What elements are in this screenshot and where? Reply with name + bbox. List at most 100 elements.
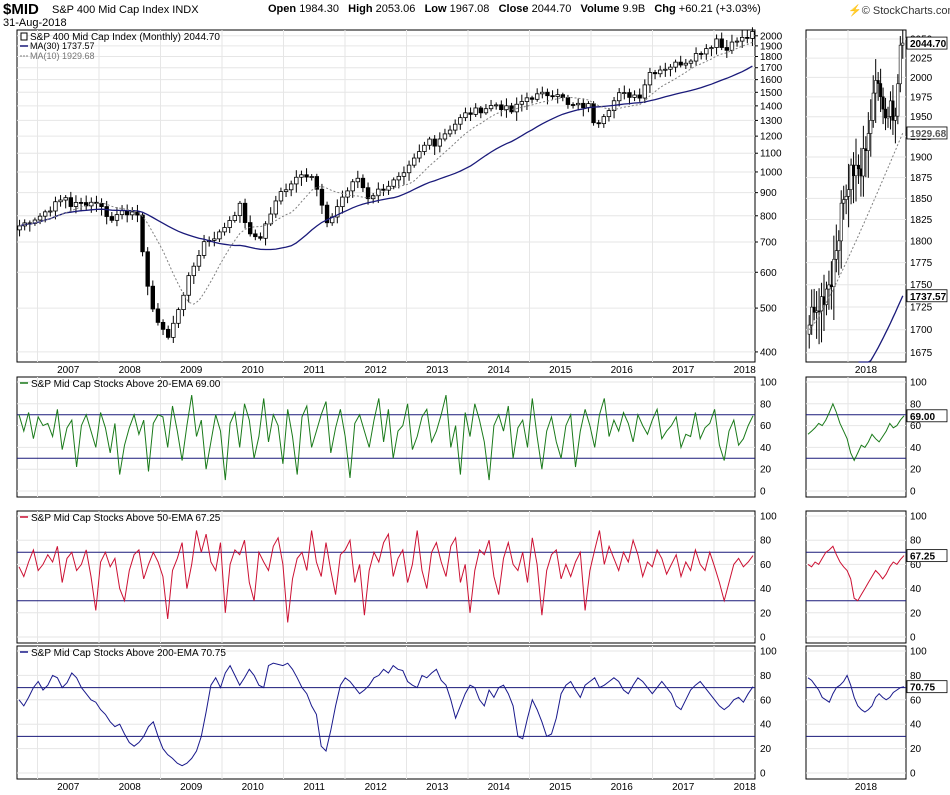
candle-up bbox=[606, 110, 612, 118]
panel-frame-recent-1 bbox=[805, 376, 907, 498]
recent-x-tick-label-top: 2018 bbox=[855, 365, 878, 376]
candle-up bbox=[263, 223, 268, 239]
price-tick-label: 600 bbox=[760, 268, 777, 279]
volume-value: 9.9B bbox=[622, 3, 646, 15]
ema20-recent-tick-label: 40 bbox=[910, 443, 922, 454]
candle-up bbox=[288, 183, 294, 191]
price-tick-label: 1700 bbox=[760, 63, 783, 74]
ema200-series-line bbox=[18, 662, 754, 767]
candle-up bbox=[663, 68, 668, 71]
candle-up bbox=[458, 117, 463, 125]
candle-up bbox=[176, 309, 181, 324]
candle-down bbox=[529, 97, 535, 100]
candle-up bbox=[181, 294, 186, 311]
recent-candle-up bbox=[854, 164, 858, 177]
x-tick-label-bottom: 2012 bbox=[365, 782, 388, 793]
ohlc-readout: Open 1984.30 High 2053.06 Low 1967.08 Cl… bbox=[268, 3, 761, 15]
candle-up bbox=[437, 138, 443, 147]
ema200-recent-series-line bbox=[807, 674, 905, 713]
ema50-recent-tick-label: 40 bbox=[910, 584, 922, 595]
candle-down bbox=[365, 187, 371, 200]
candle-down bbox=[637, 94, 642, 99]
candle-up bbox=[350, 181, 355, 192]
exchange-label: INDX bbox=[172, 4, 199, 16]
x-tick-label-top: 2009 bbox=[180, 365, 203, 376]
candle-up bbox=[422, 144, 427, 152]
candle-down bbox=[627, 92, 632, 98]
recent-candle-down bbox=[859, 168, 863, 177]
x-tick-label-top: 2011 bbox=[303, 365, 325, 376]
recent-candle-down bbox=[817, 310, 821, 313]
price-tick-label: 1900 bbox=[760, 41, 783, 52]
candle-up bbox=[493, 104, 499, 107]
candle-up bbox=[632, 94, 637, 98]
ema50-recent-tick-label: 20 bbox=[910, 608, 922, 619]
candle-up bbox=[750, 31, 755, 39]
ma30-tag-box bbox=[906, 289, 948, 303]
candle-up bbox=[227, 220, 232, 228]
candle-up bbox=[447, 129, 453, 135]
panel-frame-recent-2 bbox=[805, 510, 907, 644]
candle-up bbox=[401, 172, 407, 177]
candle-up bbox=[299, 174, 304, 178]
candle-down bbox=[478, 107, 484, 114]
ema200-legend-label: S&P Mid Cap Stocks Above 200-EMA 70.75 bbox=[31, 648, 226, 659]
candle-up bbox=[473, 107, 478, 115]
candle-down bbox=[565, 97, 571, 105]
x-tick-label-bottom: 2017 bbox=[672, 782, 695, 793]
ema20-recent-tick-label: 20 bbox=[910, 465, 922, 476]
ma10-tag: 1929.68 bbox=[910, 129, 947, 140]
stockcharts-logo[interactable]: ⚡© StockCharts.com bbox=[848, 4, 950, 17]
close-label: Close bbox=[498, 3, 529, 15]
candle-up bbox=[601, 116, 607, 125]
candle-up bbox=[355, 177, 361, 183]
price-tick-label: 1200 bbox=[760, 132, 783, 143]
recent-candle-up bbox=[820, 296, 824, 312]
candle-up bbox=[483, 108, 489, 114]
ema50-tick-label: 60 bbox=[760, 560, 772, 571]
recent-candle-down bbox=[876, 80, 880, 84]
candle-down bbox=[68, 197, 74, 207]
recent-candle-up bbox=[834, 250, 838, 260]
ema20-tick-label: 40 bbox=[760, 443, 772, 454]
price-tick-label: 1400 bbox=[760, 101, 783, 112]
candle-up bbox=[683, 62, 689, 66]
recent-candle-up bbox=[842, 199, 846, 204]
recent-candle-down bbox=[884, 108, 888, 119]
recent-candle-down bbox=[822, 296, 826, 305]
recent-candle-down bbox=[829, 284, 833, 288]
ema20-recent-tick-label: 80 bbox=[910, 399, 922, 410]
open-label: Open bbox=[268, 3, 297, 15]
price-tick-label: 800 bbox=[760, 211, 777, 222]
recent-price-tick-label: 1675 bbox=[910, 348, 933, 359]
ema20-recent-tick-label: 0 bbox=[910, 487, 916, 498]
x-tick-label-top: 2015 bbox=[549, 365, 572, 376]
recent-candle-up bbox=[815, 310, 819, 313]
recent-price-tick-label: 1725 bbox=[910, 303, 933, 314]
chg-label: Chg bbox=[654, 3, 676, 15]
candle-up bbox=[739, 36, 745, 42]
ema50-recent-series-line bbox=[807, 545, 905, 602]
recent-candle-down bbox=[879, 83, 883, 98]
candle-up bbox=[268, 213, 273, 225]
panel-frame-recent-3 bbox=[805, 645, 907, 780]
ema20-recent-tick-label: 60 bbox=[910, 421, 922, 432]
recent-candle-up bbox=[886, 116, 890, 119]
x-tick-label-top: 2014 bbox=[488, 365, 511, 376]
candle-up bbox=[411, 157, 417, 166]
ema50-tick-label: 100 bbox=[760, 512, 777, 523]
candle-up bbox=[171, 322, 176, 338]
recent-candle-down bbox=[852, 164, 856, 177]
candle-down bbox=[150, 285, 156, 310]
ema200-tick-label: 60 bbox=[760, 695, 772, 706]
candle-up bbox=[540, 91, 545, 95]
candle-up bbox=[386, 185, 391, 191]
candle-down bbox=[432, 138, 437, 147]
recent-ma30-line bbox=[858, 295, 904, 363]
candle-down bbox=[745, 36, 750, 39]
recent-price-tick-label: 1750 bbox=[910, 280, 933, 291]
candle-down bbox=[596, 122, 601, 125]
ema20-value-tag-box bbox=[906, 409, 948, 423]
candle-down bbox=[652, 72, 658, 75]
